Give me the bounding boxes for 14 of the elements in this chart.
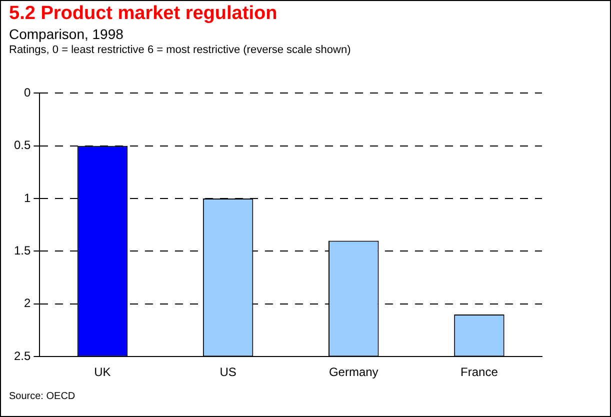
chart-title: 5.2 Product market regulation <box>9 3 278 25</box>
y-tick-label: 1 <box>24 190 31 205</box>
x-tick-label: US <box>220 365 236 380</box>
y-tick-label: 2 <box>24 296 31 310</box>
x-tick-label: France <box>460 365 498 380</box>
y-tick-label: 0.5 <box>14 138 31 152</box>
source-note: Source: OECD <box>9 391 76 402</box>
y-tick-label: 0 <box>24 86 31 100</box>
x-tick-label: Germany <box>328 365 378 380</box>
chart-subtitle: Comparison, 1998 <box>9 26 124 42</box>
y-tick-label: 1.5 <box>14 244 31 258</box>
x-tick-label: UK <box>94 365 111 380</box>
text: Ratings, 0 = least restrictive 6 = most restrictive (reverse scale shown) <box>9 44 351 56</box>
y-tick-label: 2.5 <box>14 348 31 363</box>
